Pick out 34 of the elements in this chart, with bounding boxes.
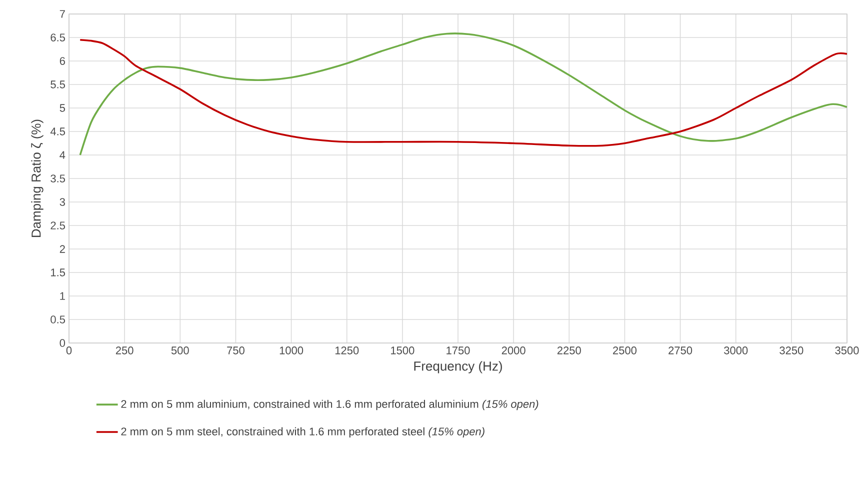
y-tick-label: 4 xyxy=(60,151,66,159)
x-tick-label: 0 xyxy=(66,346,72,354)
x-tick-label: 1000 xyxy=(280,346,304,354)
y-tick-label: 0.5 xyxy=(50,316,66,324)
y-tick-label: 5.5 xyxy=(50,80,66,88)
legend-label: 2 mm on 5 mm steel, constrained with 1.6 mm perforated steel (15% open) xyxy=(121,427,484,438)
legend-label: 2 mm on 5 mm aluminium, constrained with 1.6 mm perforated aluminium (15% open) xyxy=(121,400,538,410)
x-tick-label: 2750 xyxy=(668,346,692,354)
x-tick-label: 1500 xyxy=(391,346,414,354)
y-tick-label: 3 xyxy=(60,198,65,206)
y-tick-label: 1.5 xyxy=(51,268,66,276)
x-tick-label: 1750 xyxy=(446,346,470,354)
y-axis-title: Damping Ratio ζ (%) xyxy=(31,120,44,238)
y-tick-label: 3.5 xyxy=(50,174,66,182)
x-tick-label: 3000 xyxy=(724,346,748,354)
y-tick-label: 6.5 xyxy=(50,34,66,42)
x-tick-label: 2000 xyxy=(502,346,526,354)
x-axis-title: Frequency (Hz) xyxy=(414,361,502,374)
y-tick-label: 1 xyxy=(60,292,65,300)
x-tick-label: 500 xyxy=(171,346,189,354)
y-tick-label: 0 xyxy=(60,339,66,347)
y-tick-label: 4.5 xyxy=(50,128,66,136)
x-tick-label: 3500 xyxy=(835,346,859,354)
y-tick-label: 2 xyxy=(60,245,65,253)
x-tick-label: 3250 xyxy=(780,346,804,354)
y-tick-label: 2.5 xyxy=(50,222,66,230)
x-tick-label: 250 xyxy=(116,346,134,354)
x-tick-label: 1250 xyxy=(335,346,359,354)
y-tick-label: 7 xyxy=(60,10,65,18)
y-tick-label: 6 xyxy=(60,57,65,65)
x-tick-label: 750 xyxy=(227,346,244,354)
y-tick-label: 5 xyxy=(60,104,66,112)
x-tick-label: 2500 xyxy=(613,346,636,354)
x-tick-label: 2250 xyxy=(557,346,581,354)
